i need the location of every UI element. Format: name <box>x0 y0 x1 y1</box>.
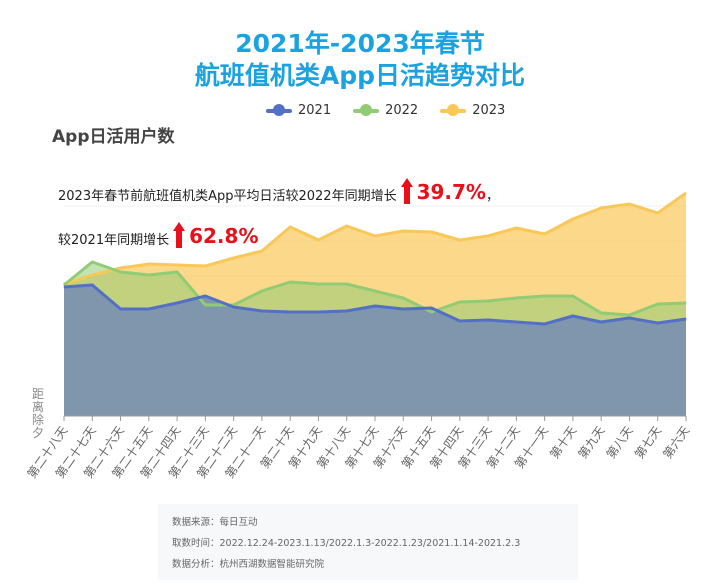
legend-label: 2023 <box>472 103 506 118</box>
data-point-2021 <box>233 306 235 308</box>
data-point-2021 <box>346 310 348 312</box>
data-point-2021 <box>374 305 376 307</box>
data-point-2023 <box>685 192 687 194</box>
data-point-2021 <box>572 315 574 317</box>
data-point-2023 <box>261 250 263 252</box>
legend-item-2021[interactable]: 2021 <box>266 103 331 118</box>
data-point-2023 <box>600 207 602 209</box>
x-tick-label: 第九天 <box>576 424 608 462</box>
data-point-2021 <box>120 308 122 310</box>
data-point-2021 <box>657 322 659 324</box>
legend-item-2023[interactable]: 2023 <box>440 103 505 118</box>
data-point-2021 <box>515 321 517 323</box>
data-point-2023 <box>459 239 461 241</box>
data-point-2022 <box>120 271 122 273</box>
annotation-line1: 2023年春节前航班值机类App平均日活较2022年同期增长 39.7% ， <box>58 178 499 204</box>
data-point-2021 <box>289 311 291 313</box>
annotation-line2: 较2021年同期增长 62.8% <box>58 222 258 248</box>
data-point-2021 <box>402 308 404 310</box>
data-point-2021 <box>600 321 602 323</box>
annotation-text: 2023年春节前航班值机类App平均日活较2022年同期增长 <box>58 189 397 204</box>
data-point-2022 <box>148 274 150 276</box>
x-tick-label: 第六天 <box>660 424 692 462</box>
chart-title-line2: 航班值机类App日活趋势对比 <box>194 61 526 90</box>
data-point-2022 <box>91 261 93 263</box>
data-point-2023 <box>628 203 630 205</box>
area-chart: 第二十八天第二十七天第二十六天第二十五天第二十四天第二十三天第二十二天第二十一天… <box>25 191 692 481</box>
chart-subtitle: App日活用户数 <box>52 127 175 147</box>
data-point-2022 <box>515 297 517 299</box>
data-point-2021 <box>487 319 489 321</box>
data-point-2023 <box>544 233 546 235</box>
data-point-2021 <box>317 311 319 313</box>
data-point-2022 <box>544 295 546 297</box>
data-analysis: 数据分析：杭州西湖数据智能研究院 <box>172 559 325 570</box>
data-point-2021 <box>459 320 461 322</box>
footer-notes: 数据来源：每日互动 取数时间：2022.12.24-2023.1.13/2022… <box>158 504 578 580</box>
data-point-2022 <box>487 300 489 302</box>
data-point-2022 <box>346 283 348 285</box>
data-point-2021 <box>91 284 93 286</box>
data-point-2022 <box>63 284 65 286</box>
data-point-2022 <box>685 302 687 304</box>
data-point-2023 <box>374 235 376 237</box>
data-point-2022 <box>233 304 235 306</box>
data-point-2021 <box>685 318 687 320</box>
data-point-2023 <box>487 235 489 237</box>
data-point-2021 <box>148 308 150 310</box>
data-point-2023 <box>176 264 178 266</box>
data-point-2022 <box>317 283 319 285</box>
data-point-2021 <box>628 317 630 319</box>
data-point-2023 <box>289 226 291 228</box>
data-point-2021 <box>544 323 546 325</box>
data-point-2023 <box>402 230 404 232</box>
data-point-2023 <box>91 274 93 276</box>
legend-item-2022[interactable]: 2022 <box>353 103 418 118</box>
data-period: 取数时间：2022.12.24-2023.1.13/2022.1.3-2022.… <box>172 538 521 549</box>
legend-label: 2021 <box>298 103 332 118</box>
data-point-2022 <box>374 290 376 292</box>
legend-label: 2022 <box>385 103 419 118</box>
growth-pct-2022: 39.7% <box>416 180 486 204</box>
data-point-2022 <box>289 281 291 283</box>
x-tick-label: 第八天 <box>604 424 636 462</box>
x-tick-label: 第十天 <box>547 424 579 462</box>
legend: 2021 2022 2023 <box>266 103 505 118</box>
data-point-2023 <box>120 267 122 269</box>
data-point-2021 <box>204 295 206 297</box>
data-point-2023 <box>346 225 348 227</box>
data-point-2021 <box>176 302 178 304</box>
data-point-2023 <box>233 257 235 259</box>
data-point-2022 <box>657 303 659 305</box>
data-point-2023 <box>148 263 150 265</box>
annotation-text: 较2021年同期增长 <box>58 233 170 248</box>
data-point-2022 <box>176 271 178 273</box>
data-point-2021 <box>261 310 263 312</box>
data-point-2023 <box>431 231 433 233</box>
data-point-2023 <box>572 218 574 220</box>
data-point-2022 <box>600 312 602 314</box>
data-point-2022 <box>204 304 206 306</box>
up-arrow-icon <box>400 178 413 204</box>
data-point-2021 <box>431 307 433 309</box>
x-tick-label: 第七天 <box>632 424 664 462</box>
annotation-comma: ， <box>485 189 499 204</box>
chart-title-line1: 2021年-2023年春节 <box>235 29 485 58</box>
data-point-2022 <box>431 311 433 313</box>
area-2021 <box>64 285 686 416</box>
data-point-2022 <box>402 297 404 299</box>
data-point-2023 <box>204 265 206 267</box>
data-point-2023 <box>515 227 517 229</box>
data-point-2021 <box>63 286 65 288</box>
data-point-2023 <box>657 212 659 214</box>
data-point-2022 <box>261 290 263 292</box>
y-axis-label: 距离除夕 <box>32 387 45 440</box>
data-point-2022 <box>572 295 574 297</box>
data-source: 数据来源：每日互动 <box>172 517 258 528</box>
data-point-2022 <box>459 301 461 303</box>
data-point-2023 <box>317 239 319 241</box>
growth-pct-2021: 62.8% <box>189 224 259 248</box>
data-point-2022 <box>628 314 630 316</box>
up-arrow-icon <box>173 222 186 248</box>
